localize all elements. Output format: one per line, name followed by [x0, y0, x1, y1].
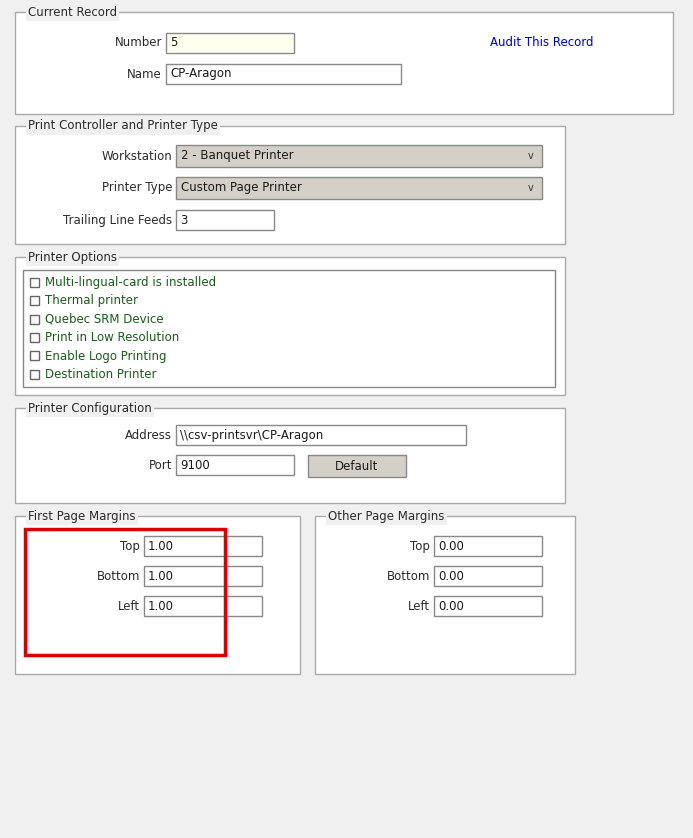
Text: Port: Port	[148, 458, 172, 472]
Text: Destination Printer: Destination Printer	[45, 368, 157, 381]
Bar	[166, 64, 401, 84]
Text: Bottom: Bottom	[387, 570, 430, 582]
Text: v: v	[528, 183, 534, 193]
Bar	[23, 270, 555, 387]
Bar	[176, 177, 542, 199]
Text: Top: Top	[120, 540, 140, 552]
Bar	[30, 277, 39, 287]
Text: 9100: 9100	[180, 458, 210, 472]
Bar	[15, 516, 300, 674]
Text: Audit This Record: Audit This Record	[490, 37, 593, 49]
Bar	[308, 455, 406, 477]
Bar	[25, 529, 225, 655]
Bar	[15, 126, 565, 244]
Bar	[434, 566, 542, 586]
Text: Trailing Line Feeds: Trailing Line Feeds	[63, 214, 172, 226]
Bar	[30, 351, 39, 360]
Bar	[30, 296, 39, 305]
Text: Current Record: Current Record	[28, 6, 117, 18]
Text: Top: Top	[410, 540, 430, 552]
Text: Printer Configuration: Printer Configuration	[28, 401, 152, 415]
Text: \\csv-printsvr\CP-Aragon: \\csv-printsvr\CP-Aragon	[180, 428, 323, 442]
Text: 0.00: 0.00	[438, 540, 464, 552]
Bar	[315, 516, 575, 674]
Bar	[30, 333, 39, 342]
Text: 0.00: 0.00	[438, 599, 464, 613]
Text: Quebec SRM Device: Quebec SRM Device	[45, 313, 164, 325]
Text: Enable Logo Printing: Enable Logo Printing	[45, 349, 166, 363]
Text: Print Controller and Printer Type: Print Controller and Printer Type	[28, 120, 218, 132]
Text: 3: 3	[180, 214, 187, 226]
Bar	[30, 370, 39, 379]
Bar	[176, 455, 294, 475]
Bar	[144, 596, 262, 616]
Bar	[176, 425, 466, 445]
Text: Other Page Margins: Other Page Margins	[328, 510, 444, 523]
Text: Bottom: Bottom	[96, 570, 140, 582]
Bar	[176, 210, 274, 230]
Text: 5: 5	[170, 37, 177, 49]
Text: First Page Margins: First Page Margins	[28, 510, 136, 523]
Bar	[15, 408, 565, 503]
Text: 0.00: 0.00	[438, 570, 464, 582]
Text: Printer Type: Printer Type	[101, 182, 172, 194]
Bar	[434, 536, 542, 556]
Bar	[434, 596, 542, 616]
Bar	[176, 145, 542, 167]
Text: 1.00: 1.00	[148, 540, 174, 552]
Text: 1.00: 1.00	[148, 599, 174, 613]
Bar	[30, 314, 39, 323]
Text: Default: Default	[335, 459, 378, 473]
Text: Thermal printer: Thermal printer	[45, 294, 138, 307]
Text: Name: Name	[128, 68, 162, 80]
Text: Multi-lingual-card is installed: Multi-lingual-card is installed	[45, 276, 216, 288]
Bar	[166, 33, 294, 53]
Bar	[15, 12, 673, 114]
Text: Left: Left	[408, 599, 430, 613]
Text: CP-Aragon: CP-Aragon	[170, 68, 231, 80]
Bar	[144, 566, 262, 586]
Text: Printer Options: Printer Options	[28, 251, 117, 263]
Text: Address: Address	[125, 428, 172, 442]
Text: Print in Low Resolution: Print in Low Resolution	[45, 331, 179, 344]
Text: v: v	[528, 151, 534, 161]
Text: 2 - Banquet Printer: 2 - Banquet Printer	[181, 149, 294, 163]
Text: Left: Left	[118, 599, 140, 613]
Text: 1.00: 1.00	[148, 570, 174, 582]
Text: Custom Page Printer: Custom Page Printer	[181, 182, 302, 194]
Bar	[15, 257, 565, 395]
Bar	[144, 536, 262, 556]
Text: Workstation: Workstation	[101, 149, 172, 163]
Text: Number: Number	[114, 37, 162, 49]
